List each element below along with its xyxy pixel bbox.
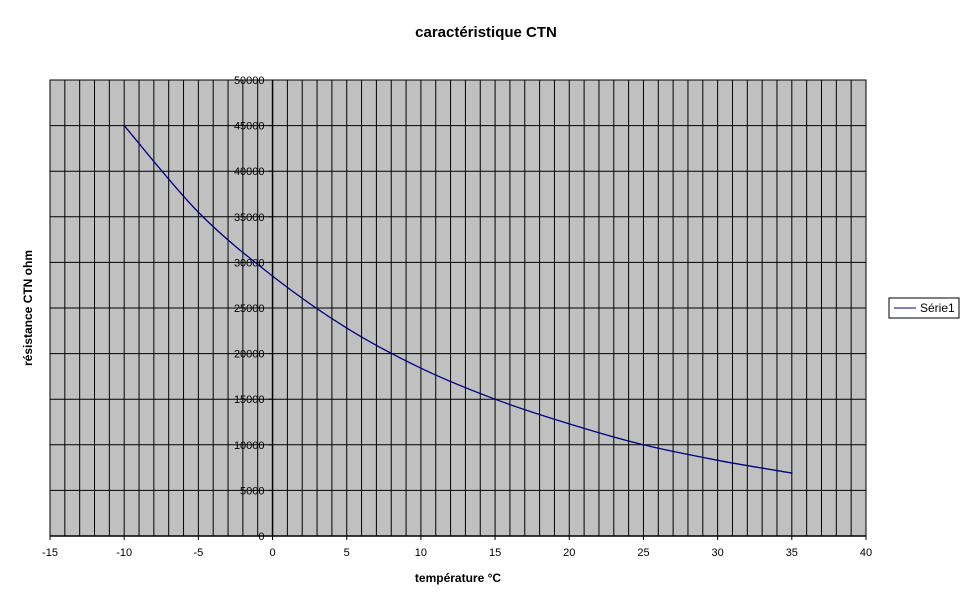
data-point [123, 124, 125, 127]
x-tick-label: -10 [116, 547, 132, 559]
data-point [271, 275, 274, 277]
plot-area: -15 -10 -5 0 5 10 15 20 25 30 35 40 0 5000 10000 15000 2… [42, 75, 872, 559]
y-tick-label: 30000 [234, 257, 265, 269]
y-axis-title: résistance CTN ohm [21, 250, 35, 366]
y-tick-label: 0 [258, 531, 264, 543]
y-tick-label: 10000 [234, 440, 265, 452]
legend: Série1 [888, 297, 960, 319]
data-point [345, 327, 348, 329]
x-tick-label: 35 [786, 547, 798, 559]
data-point [642, 444, 645, 446]
legend-box [888, 297, 960, 319]
data-point [494, 398, 496, 401]
x-tick-label: 0 [269, 547, 275, 559]
y-tick-label: 40000 [234, 166, 265, 178]
data-point [791, 472, 793, 474]
data-point [568, 423, 571, 425]
data-point [197, 211, 200, 214]
x-tick-label: -5 [193, 547, 203, 559]
x-tick-label: 15 [489, 547, 501, 559]
y-tick-label: 50000 [234, 75, 265, 87]
y-tick-label: 15000 [234, 394, 265, 406]
series-line-serie1 [123, 125, 792, 474]
x-axis-title: température °C [415, 571, 501, 585]
x-tick-label: 25 [637, 547, 649, 559]
legend-series-label: Série1 [920, 301, 955, 315]
y-tick-label: 20000 [234, 349, 265, 361]
y-tick-label: 35000 [234, 212, 265, 224]
x-tick-label: 5 [344, 547, 350, 559]
data-point [420, 367, 422, 369]
x-tick-label: 30 [712, 547, 724, 559]
x-tick-label: 10 [415, 547, 427, 559]
y-tick-label: 25000 [234, 303, 265, 315]
y-tick-label: 5000 [240, 485, 264, 497]
data-point [716, 459, 719, 462]
chart-title: caractéristique CTN [415, 24, 557, 41]
x-tick-label: 20 [563, 547, 575, 559]
x-tick-label: 40 [860, 547, 872, 559]
x-tick-label: -15 [42, 547, 58, 559]
y-tick-label: 45000 [234, 121, 265, 133]
